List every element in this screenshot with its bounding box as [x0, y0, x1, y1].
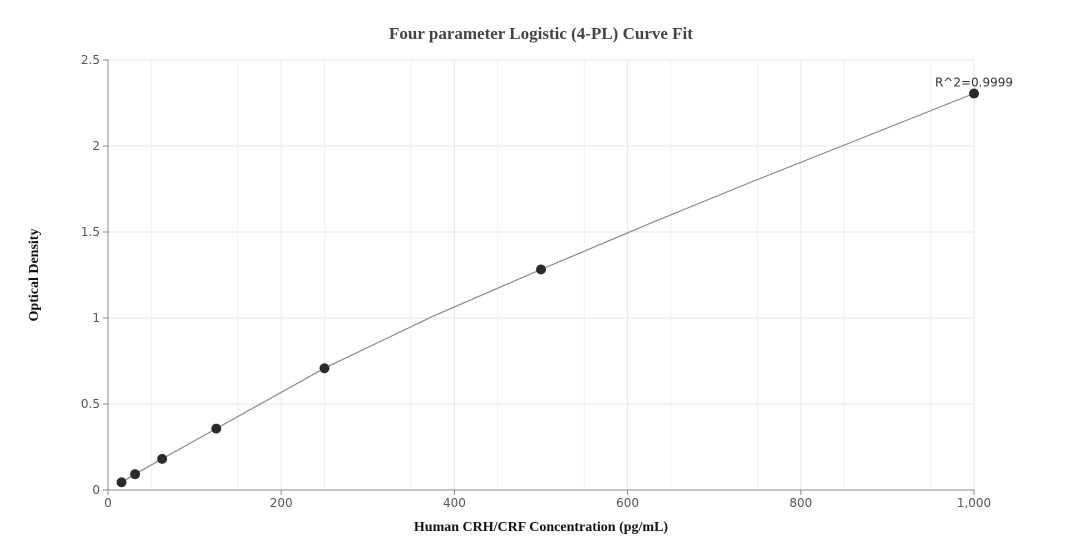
x-tick-label: 600	[616, 496, 639, 510]
tick-labels: 0 200 400 600 800 1,000 0 0.5 1 1.5 2 2.5	[81, 53, 991, 510]
data-points	[116, 88, 979, 488]
x-tick-label: 200	[270, 496, 293, 510]
r-squared-annotation: R^2=0.9999	[935, 76, 1013, 90]
axes	[103, 59, 975, 495]
y-tick-label: 1.5	[81, 225, 100, 239]
data-point	[157, 453, 168, 464]
grid	[108, 59, 975, 490]
data-point	[536, 264, 546, 275]
y-tick-label: 2	[92, 139, 100, 153]
data-point	[130, 469, 141, 480]
y-axis-label: Optical Density	[27, 229, 42, 322]
x-tick-label: 0	[104, 496, 112, 510]
y-tick-label: 0.5	[81, 397, 100, 411]
data-point	[319, 363, 330, 374]
data-point	[116, 477, 127, 488]
x-tick-label: 800	[789, 496, 812, 510]
data-point	[211, 423, 222, 434]
chart-title: Four parameter Logistic (4-PL) Curve Fit	[389, 24, 693, 43]
x-tick-label: 400	[443, 496, 466, 510]
x-tick-label: 1,000	[957, 496, 991, 510]
y-tick-label: 1	[92, 311, 100, 325]
fit-curve-layer	[121, 92, 975, 483]
y-tick-label: 0	[92, 483, 100, 497]
data-point	[969, 88, 979, 99]
y-tick-label: 2.5	[81, 53, 100, 67]
x-axis-label: Human CRH/CRF Concentration (pg/mL)	[414, 520, 669, 535]
fit-curve	[121, 92, 975, 483]
